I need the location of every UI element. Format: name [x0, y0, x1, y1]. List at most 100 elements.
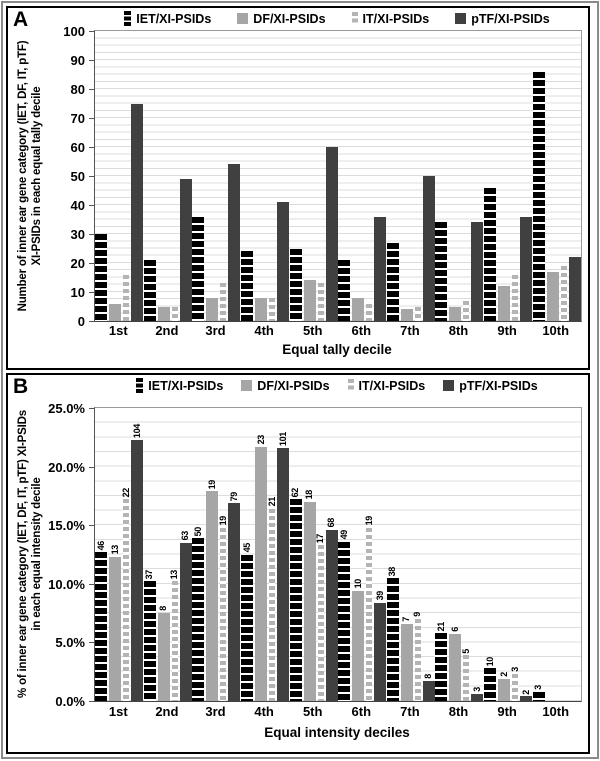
- bar-ptf-6th: [374, 216, 387, 321]
- bar-it-2nd: [171, 306, 178, 321]
- bar-slot-it: 21: [267, 408, 277, 701]
- bar-df-6th: [352, 297, 365, 321]
- bar-count-label: 79: [228, 491, 239, 501]
- df-swatch-icon: [237, 13, 249, 24]
- bar-slot-iet: 37: [143, 408, 156, 701]
- legend-item-df: DF/XI-PSIDs: [237, 12, 326, 26]
- bar-count-label: 18: [304, 490, 315, 500]
- legend-item-ptf: pTF/XI-PSIDs: [455, 12, 550, 26]
- bar-slot-df: 23: [255, 408, 268, 701]
- bar-slot-it: [414, 31, 421, 321]
- y-tick-label: 10: [70, 285, 85, 300]
- decile-group-3rd: [192, 31, 241, 321]
- legend-item-ptf: pTF/XI-PSIDs: [443, 379, 538, 393]
- bar-slot-iet: [338, 31, 351, 321]
- y-tick-label: 20: [70, 256, 85, 271]
- decile-group-10th: [532, 31, 581, 321]
- bar-df-2nd: [157, 306, 170, 321]
- bar-slot-iet: 49: [338, 408, 351, 701]
- bar-count-label: 37: [144, 570, 155, 580]
- bar-slot-iet: [532, 31, 545, 321]
- x-tick-label-5th: 5th: [302, 704, 323, 719]
- bar-it-5th: [317, 283, 324, 321]
- bar-iet-3rd: [192, 538, 205, 701]
- bar-df-3rd: [206, 297, 219, 321]
- bar-count-label: 17: [315, 533, 326, 544]
- bar-iet-5th: [289, 499, 302, 701]
- x-tick-label-10th: 10th: [542, 323, 570, 338]
- y-tick-mark: [89, 525, 94, 527]
- bar-slot-df: [206, 31, 219, 321]
- bar-it-7th: [414, 306, 421, 321]
- bar-slot-iet: [143, 31, 156, 321]
- decile-group-3rd: 50 19 19 79: [192, 408, 241, 701]
- decile-group-6th: [338, 31, 387, 321]
- y-tick-label: 60: [70, 140, 85, 155]
- bar-slot-it: 19: [218, 408, 228, 701]
- bar-count-label: 10: [484, 656, 495, 667]
- bar-ptf-7th: [422, 681, 435, 701]
- bar-iet-8th: [435, 633, 448, 701]
- bar-df-8th: [449, 306, 462, 321]
- legend-label: IET/XI-PSIDs: [136, 11, 212, 26]
- x-tick-label-7th: 7th: [400, 704, 420, 719]
- y-tick-label: 15.0%: [48, 518, 85, 534]
- bar-slot-ptf: [179, 31, 192, 321]
- bar-ptf-7th: [422, 176, 435, 321]
- y-axis-title-b: % of inner ear gene category (IET, DF, I…: [8, 407, 52, 702]
- bar-slot-df: [352, 31, 365, 321]
- bar-slot-iet: 45: [241, 408, 254, 701]
- y-tick-label: 30: [70, 227, 85, 242]
- bar-slot-ptf: 79: [228, 408, 241, 701]
- panel-b-label: B: [13, 375, 29, 398]
- bar-slot-df: 13: [109, 408, 122, 701]
- bar-count-label: 22: [120, 488, 131, 498]
- bar-slot-iet: 46: [95, 408, 108, 701]
- bar-slot-ptf: [277, 31, 290, 321]
- legend-label: IT/XI-PSIDs: [362, 11, 430, 26]
- bar-ptf-9th: [520, 696, 533, 701]
- plot-area-a: [94, 30, 582, 322]
- decile-group-1st: [95, 31, 144, 321]
- x-tick-label-1st: 1st: [108, 704, 128, 719]
- bar-ptf-1st: [131, 439, 144, 701]
- bar-slot-iet: [192, 31, 205, 321]
- bar-slot-iet: [289, 31, 302, 321]
- decile-group-9th: [484, 31, 533, 321]
- legend-item-df: DF/XI-PSIDs: [241, 379, 330, 393]
- bar-count-label: 68: [326, 518, 337, 528]
- panel-a: A IET/XI-PSIDs DF/XI-PSIDs IT/XI-PSIDs pTF/…: [6, 6, 590, 370]
- bar-slot-ptf: 2: [520, 408, 533, 701]
- y-axis-ticks-b: 0.0% 5.0% 10.0% 15.0% 20.0% 25.0%: [48, 401, 94, 709]
- bar-ptf-4th: [277, 447, 290, 701]
- bar-count-label: 10: [352, 579, 363, 589]
- y-tick-mark: [89, 147, 94, 148]
- bar-slot-it: 5: [461, 408, 471, 701]
- bar-slot-df: 19: [206, 408, 219, 701]
- bar-slot-ptf: [569, 408, 581, 701]
- x-tick-label-3rd: 3rd: [205, 323, 226, 338]
- bar-df-4th: [255, 297, 268, 321]
- bar-slot-it: [220, 31, 227, 321]
- bar-count-label: 3: [533, 684, 544, 690]
- bar-it-8th: [463, 655, 470, 701]
- y-tick-mark: [89, 234, 94, 235]
- bar-slot-df: 7: [400, 408, 413, 701]
- bar-slot-ptf: [568, 31, 581, 321]
- bar-ptf-8th: [471, 222, 484, 321]
- bar-slot-iet: 3: [532, 408, 545, 701]
- x-tick-label-3rd: 3rd: [205, 704, 226, 719]
- bar-count-label: 50: [192, 526, 203, 537]
- decile-group-7th: [386, 31, 436, 321]
- y-tick-label: 0.0%: [55, 694, 85, 709]
- bar-count-label: 45: [241, 543, 252, 553]
- bar-count-label: 2: [520, 689, 531, 695]
- x-tick-label-6th: 6th: [351, 323, 372, 338]
- y-tick-label: 80: [70, 82, 85, 97]
- bar-it-6th: [366, 303, 373, 321]
- x-tick-label-9th: 9th: [497, 323, 517, 338]
- bar-slot-iet: 21: [435, 408, 448, 701]
- bar-ptf-5th: [325, 529, 338, 701]
- bar-slot-it: [317, 31, 324, 321]
- bar-df-2nd: [157, 613, 170, 701]
